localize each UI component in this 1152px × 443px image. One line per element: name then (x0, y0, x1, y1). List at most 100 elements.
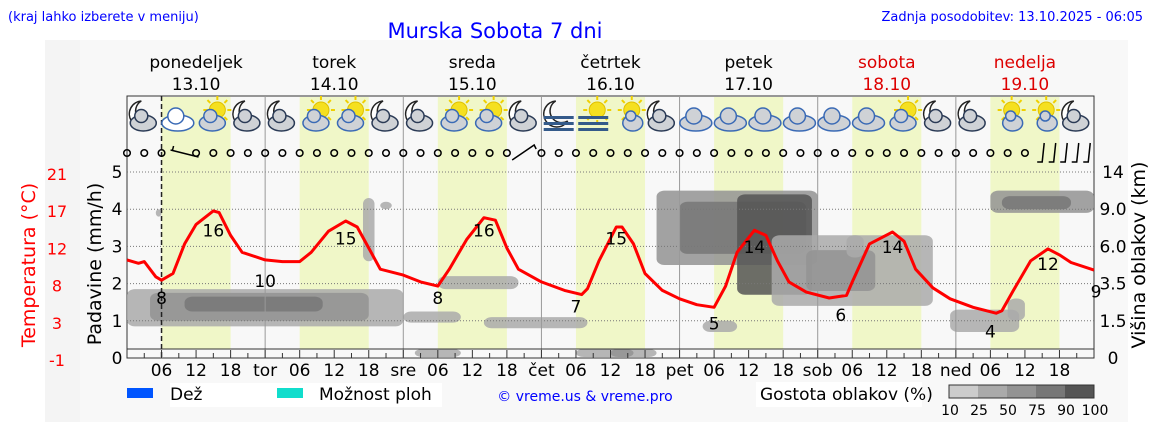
temp-label: 5 (709, 314, 720, 334)
calm-wind-icon (468, 148, 477, 158)
sun-cloud-icon (198, 96, 232, 132)
calm-wind-icon (727, 148, 736, 158)
rain-swatch (127, 388, 153, 398)
cloud-density-label: Gostota oblakov (%) (760, 385, 933, 405)
moon-cloud-icon (404, 100, 434, 132)
moon-cloud-icon (922, 100, 952, 132)
calm-wind-icon (779, 148, 788, 158)
sun-ray (223, 99, 228, 104)
calm-wind-icon (312, 148, 321, 158)
calm-wind-icon (381, 148, 391, 158)
precip-tick: 4 (112, 200, 123, 220)
sun-ray (327, 99, 332, 104)
moon-cloud-icon (232, 100, 261, 132)
sun-shape (588, 101, 606, 119)
day-abbr-label: ned (940, 361, 972, 381)
cloud-height-tick: 3.5 (1099, 275, 1126, 295)
day-name: sobota (858, 53, 916, 73)
precip-tick: 1 (112, 312, 123, 332)
cloudy-icon (679, 107, 713, 132)
cloudy-icon (748, 107, 782, 132)
cloud-puff (167, 107, 185, 125)
calm-wind-icon (295, 148, 304, 158)
cloud-puff (341, 108, 356, 124)
hour-tick-label: 18 (911, 361, 933, 381)
sun-small-cloud-icon (997, 96, 1026, 132)
sun-small-cloud-icon (617, 96, 646, 132)
hour-tick-label: 06 (980, 361, 1002, 381)
temp-label: 15 (605, 230, 627, 250)
calm-wind-icon (502, 148, 511, 158)
calm-wind-icon (761, 148, 770, 158)
hour-tick-label: 12 (323, 361, 345, 381)
day-name: nedelja (994, 53, 1056, 73)
day-abbr-label: čet (528, 361, 555, 381)
moon-cloud-icon (266, 100, 296, 132)
calm-wind-icon (278, 148, 287, 158)
calm-wind-icon (882, 148, 891, 158)
cloudy-icon (713, 107, 748, 132)
calm-wind-icon (1003, 148, 1012, 158)
cloud-puff (513, 108, 529, 124)
calm-wind-icon (226, 148, 235, 158)
sun-ray (310, 99, 315, 104)
sun-cloud-icon (440, 96, 474, 132)
calm-wind-icon (140, 148, 149, 158)
day-abbr-label: tor (253, 361, 277, 381)
hour-tick-label: 18 (1049, 361, 1071, 381)
hour-tick-label: 06 (565, 361, 587, 381)
density-tick: 10 (941, 403, 959, 419)
calm-wind-icon (485, 148, 494, 158)
wind-barb-icon (1037, 142, 1045, 163)
cloud-area (610, 349, 634, 357)
calm-wind-icon (261, 148, 270, 158)
moon-cloud-icon (1061, 100, 1090, 132)
moon-cloud-icon (508, 100, 537, 132)
sun-ray (361, 99, 367, 104)
density-label-bg (756, 382, 922, 407)
cloud-puff (962, 108, 978, 124)
precip-tick: 0 (112, 349, 123, 369)
hour-tick-label: 06 (427, 361, 449, 381)
calm-wind-icon (122, 148, 132, 158)
day-date: 15.10 (448, 75, 497, 95)
sun-ray (1018, 99, 1023, 104)
moon-cloud-icon (370, 100, 399, 132)
copyright-link[interactable]: © vreme.us & vreme.pro (497, 389, 672, 405)
wind-barb-icon (1083, 142, 1091, 163)
day-name: torek (312, 53, 356, 73)
cloud-puff (719, 107, 738, 125)
precip-tick: 5 (112, 163, 123, 183)
calm-wind-icon (830, 148, 840, 158)
cloud-area (806, 250, 876, 292)
sun-ray (1001, 116, 1006, 121)
daylight-band (852, 97, 922, 349)
sun-ray (465, 116, 470, 121)
calm-wind-icon (157, 148, 166, 158)
density-swatch (949, 385, 978, 398)
cloud-puff (410, 108, 425, 124)
cloud-height-tick: 0 (1108, 349, 1119, 369)
sun-ray (621, 99, 626, 104)
sun-ray (603, 99, 608, 104)
cloud-puff (823, 107, 841, 125)
moon-cloud-icon (646, 100, 676, 132)
calm-wind-icon (589, 148, 598, 158)
hour-tick-label: 18 (772, 361, 794, 381)
sun-ray (1052, 99, 1057, 104)
menu-hint[interactable]: (kraj lahko izberete v meniju) (8, 10, 199, 25)
wind-barb-icon (1071, 142, 1080, 163)
cloud-area (483, 317, 588, 329)
sun-ray (499, 99, 505, 104)
cloud-puff (685, 107, 703, 125)
cloud-puff (652, 108, 667, 124)
calm-wind-icon (640, 148, 650, 158)
calm-wind-icon (451, 148, 460, 158)
calm-wind-icon (209, 148, 218, 158)
hour-tick-label: 18 (358, 361, 380, 381)
cloud-puff (788, 107, 807, 125)
day-date: 16.10 (586, 75, 635, 95)
sun-ray (483, 99, 488, 104)
temp-label: 9 (1091, 282, 1102, 302)
